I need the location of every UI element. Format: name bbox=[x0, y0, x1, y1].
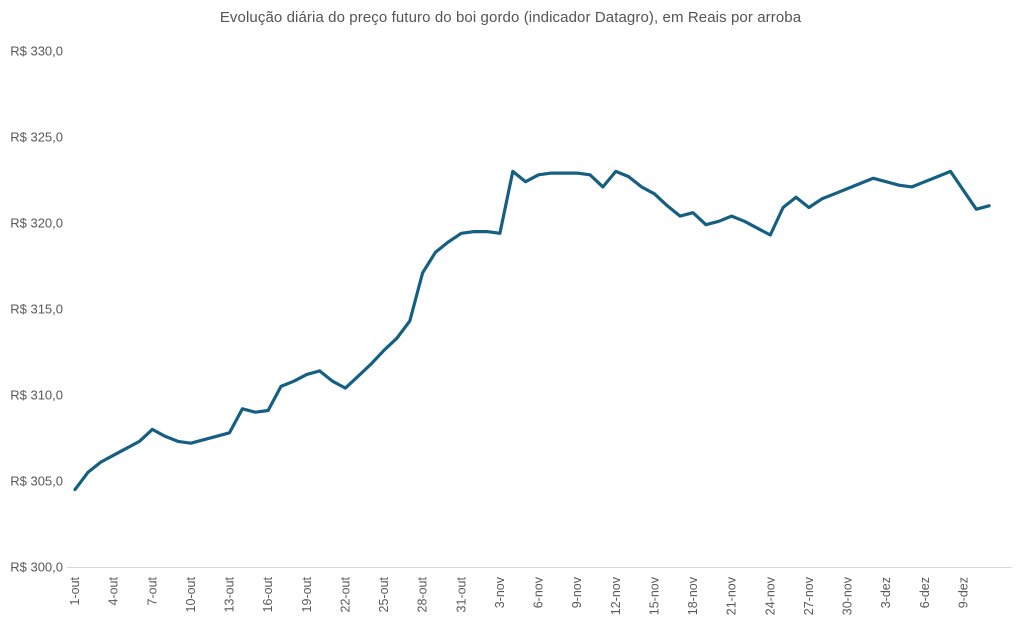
x-tick-label: 12-nov bbox=[609, 576, 623, 615]
x-tick-label: 4-out bbox=[107, 576, 121, 605]
y-tick-label: R$ 305,0 bbox=[10, 474, 63, 489]
x-tick-label: 21-nov bbox=[725, 576, 739, 615]
x-tick-label: 10-out bbox=[184, 576, 198, 612]
x-tick-label: 7-out bbox=[145, 576, 159, 605]
x-tick-label: 1-out bbox=[68, 576, 82, 605]
x-tick-label: 25-out bbox=[377, 576, 391, 612]
price-line bbox=[73, 169, 991, 492]
y-tick-label: R$ 310,0 bbox=[10, 388, 63, 403]
x-tick-label: 18-nov bbox=[686, 576, 700, 615]
x-tick-label: 22-out bbox=[338, 576, 352, 612]
x-tick-label: 13-out bbox=[223, 576, 237, 612]
x-tick-label: 31-out bbox=[454, 576, 468, 612]
x-tick-label: 15-nov bbox=[647, 576, 661, 615]
x-tick-label: 9-dez bbox=[956, 577, 970, 608]
x-tick-label: 28-out bbox=[416, 576, 430, 612]
y-tick-label: R$ 300,0 bbox=[10, 560, 63, 575]
x-tick-label: 9-nov bbox=[570, 576, 584, 608]
y-tick-label: R$ 315,0 bbox=[10, 302, 63, 317]
x-tick-label: 24-nov bbox=[763, 576, 777, 615]
y-tick-label: R$ 320,0 bbox=[10, 216, 63, 231]
x-tick-label: 3-dez bbox=[879, 577, 893, 608]
y-tick-label: R$ 330,0 bbox=[10, 44, 63, 59]
x-tick-label: 19-out bbox=[300, 576, 314, 612]
x-tick-label: 16-out bbox=[261, 576, 275, 612]
x-tick-label: 3-nov bbox=[493, 576, 507, 608]
x-tick-label: 6-nov bbox=[532, 576, 546, 608]
x-tick-label: 30-nov bbox=[841, 576, 855, 615]
x-tick-label: 27-nov bbox=[802, 576, 816, 615]
chart-title: Evolução diária do preço futuro do boi g… bbox=[219, 9, 802, 26]
y-tick-label: R$ 325,0 bbox=[10, 130, 63, 145]
x-tick-label: 6-dez bbox=[918, 577, 932, 608]
